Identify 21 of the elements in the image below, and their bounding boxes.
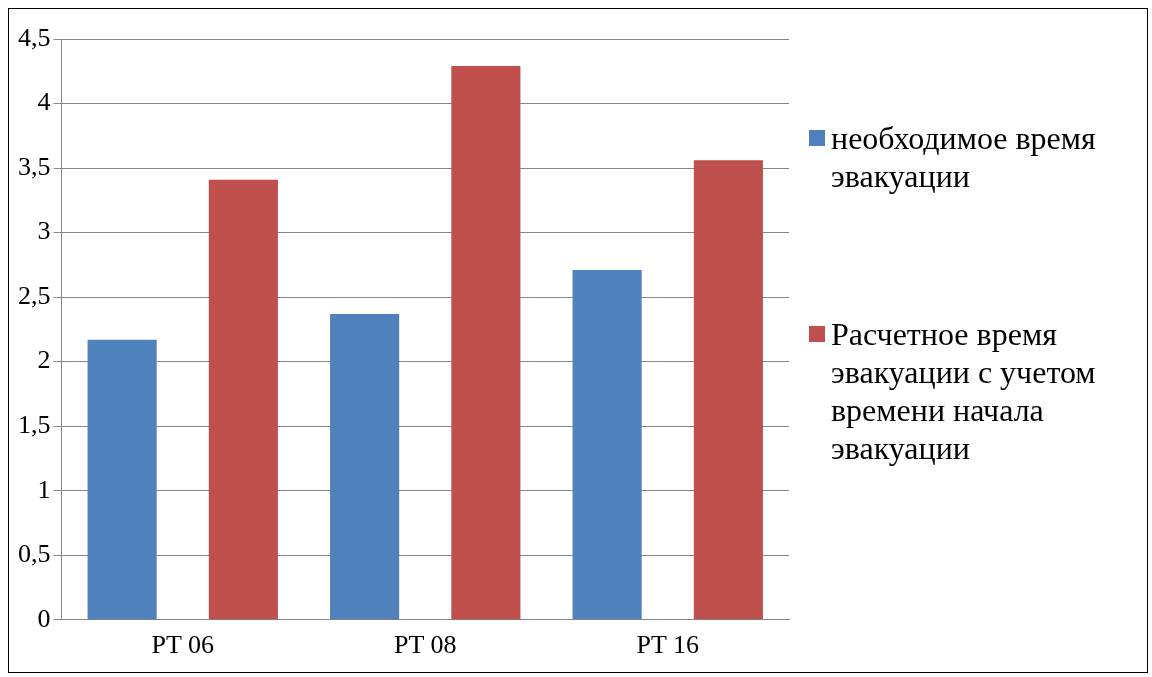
legend-label: Расчетное время эвакуации с учетом времени начала эвакуации — [831, 315, 1097, 467]
bar — [87, 339, 157, 620]
y-tick-label: 4 — [37, 87, 51, 117]
legend-label: необходимое время эвакуации — [831, 119, 1097, 195]
y-tick-label: 4,5 — [18, 22, 51, 52]
y-tick-label: 2 — [37, 345, 51, 375]
bar — [693, 160, 763, 620]
y-tick-label: 3 — [37, 216, 51, 246]
bar — [572, 270, 642, 620]
bar — [208, 179, 278, 620]
y-tick-label: 3,5 — [18, 151, 51, 181]
x-tick-label: PT 16 — [636, 630, 699, 660]
bar — [451, 66, 521, 620]
y-tick-label: 1 — [37, 474, 51, 504]
y-tick-label: 0,5 — [18, 539, 51, 569]
y-tick-label: 0 — [37, 603, 51, 633]
x-tick-label: PT 06 — [151, 630, 214, 660]
x-tick-label: PT 08 — [394, 630, 457, 660]
bar — [330, 313, 400, 620]
y-tick-label: 1,5 — [18, 410, 51, 440]
y-tick-label: 2,5 — [18, 280, 51, 310]
